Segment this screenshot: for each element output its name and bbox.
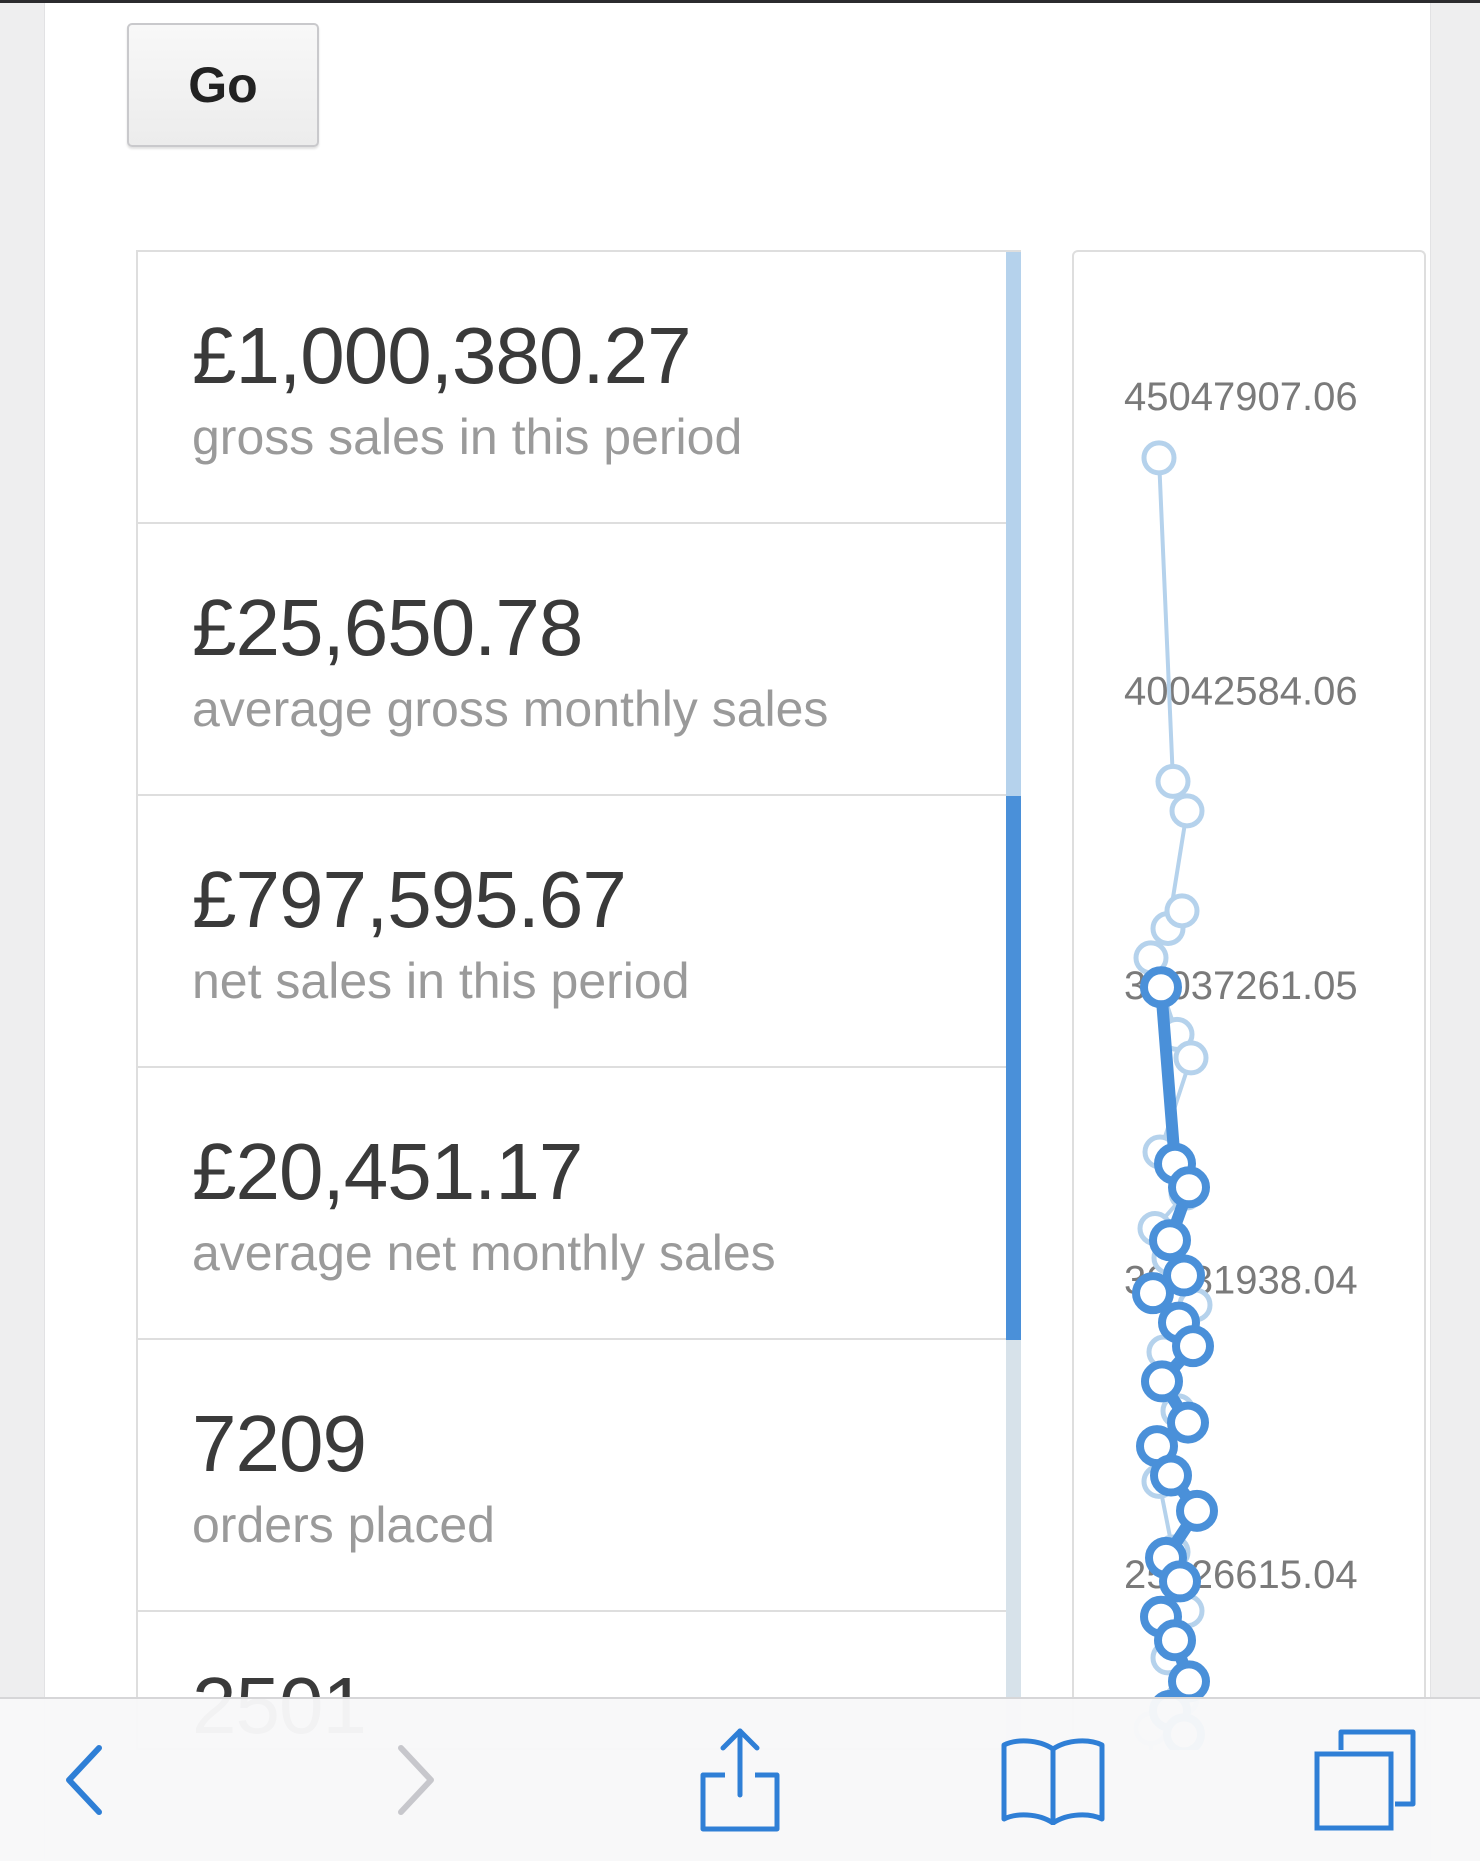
data-point[interactable] xyxy=(1149,1219,1191,1262)
tabs-button[interactable] xyxy=(1310,1699,1420,1861)
bookmarks-button[interactable] xyxy=(995,1699,1110,1861)
scroll-indicator-gross-segment xyxy=(1006,252,1021,796)
forward-button[interactable] xyxy=(370,1699,460,1861)
left-page-margin xyxy=(0,3,45,1859)
data-point[interactable] xyxy=(1173,1040,1209,1076)
stat-caption: average net monthly sales xyxy=(192,1225,776,1281)
data-point[interactable] xyxy=(1164,893,1200,929)
go-button[interactable]: Go xyxy=(127,23,319,147)
stat-caption: average gross monthly sales xyxy=(192,681,829,737)
stat-caption: net sales in this period xyxy=(192,953,690,1009)
stat-value: £25,650.78 xyxy=(192,583,583,672)
data-point[interactable] xyxy=(1167,1401,1209,1444)
data-point[interactable] xyxy=(1141,1360,1183,1403)
data-point[interactable] xyxy=(1154,1619,1196,1662)
sales-line-chart: 45047907.06 40042584.06 35037261.05 3003193… xyxy=(1072,250,1426,1750)
stat-caption: orders placed xyxy=(192,1497,495,1553)
share-button[interactable] xyxy=(690,1699,790,1861)
stat-caption: gross sales in this period xyxy=(192,409,743,465)
stats-scroll-indicator xyxy=(1006,252,1021,1748)
stat-card-gross-sales: £1,000,380.27 gross sales in this period xyxy=(138,252,1006,524)
data-point[interactable] xyxy=(1159,1560,1201,1603)
browser-toolbar xyxy=(0,1697,1480,1861)
stat-value: £20,451.17 xyxy=(192,1127,583,1216)
forward-icon xyxy=(398,1745,434,1815)
data-point[interactable] xyxy=(1150,1454,1192,1497)
chart-canvas: 45047907.0640042584.0635037261.053003193… xyxy=(1124,375,1358,1750)
top-edge xyxy=(0,0,1480,3)
tabs-icon xyxy=(1314,1729,1416,1831)
data-point[interactable] xyxy=(1163,1254,1205,1297)
data-point[interactable] xyxy=(1176,1489,1218,1532)
back-icon xyxy=(66,1745,102,1815)
right-page-margin xyxy=(1430,3,1480,1859)
stat-card-average-gross-monthly: £25,650.78 average gross monthly sales xyxy=(138,524,1006,796)
y-tick-label: 45047907.06 xyxy=(1124,375,1358,419)
share-icon xyxy=(700,1728,780,1832)
stat-card-orders-placed: 7209 orders placed xyxy=(138,1340,1006,1612)
back-button[interactable] xyxy=(40,1699,130,1861)
scroll-indicator-net-segment xyxy=(1006,796,1021,1340)
web-page: Go £1,000,380.27 gross sales in this per… xyxy=(45,3,1429,1859)
stat-card-net-sales: £797,595.67 net sales in this period xyxy=(138,796,1006,1068)
stat-value: £1,000,380.27 xyxy=(192,311,692,400)
data-point[interactable] xyxy=(1168,1166,1210,1209)
stat-card-average-net-monthly: £20,451.17 average net monthly sales xyxy=(138,1068,1006,1340)
stat-value: 7209 xyxy=(192,1399,367,1488)
data-point[interactable] xyxy=(1140,966,1182,1009)
sales-stats-panel: £1,000,380.27 gross sales in this period… xyxy=(136,250,1021,1750)
stat-value: £797,595.67 xyxy=(192,855,627,944)
data-point[interactable] xyxy=(1155,763,1191,799)
bookmarks-icon xyxy=(1001,1738,1104,1825)
data-point[interactable] xyxy=(1172,1325,1214,1368)
data-point[interactable] xyxy=(1141,440,1177,476)
data-point[interactable] xyxy=(1132,1272,1174,1315)
data-point[interactable] xyxy=(1169,793,1205,829)
y-tick-label: 40042584.06 xyxy=(1124,670,1358,714)
chart-series-2 xyxy=(1132,966,1218,1750)
